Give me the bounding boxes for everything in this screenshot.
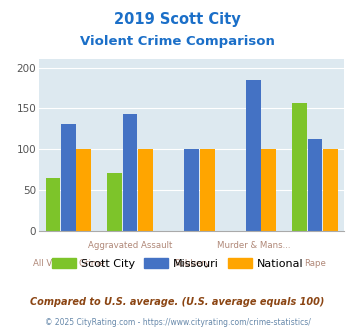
Text: Violent Crime Comparison: Violent Crime Comparison bbox=[80, 35, 275, 48]
Bar bbox=[122, 114, 137, 231]
Text: Rape: Rape bbox=[304, 259, 326, 268]
Bar bbox=[308, 140, 322, 231]
Bar bbox=[246, 80, 261, 231]
Bar bbox=[76, 149, 91, 231]
Text: All Violent Crime: All Violent Crime bbox=[33, 259, 104, 268]
Bar bbox=[45, 178, 60, 231]
Text: © 2025 CityRating.com - https://www.cityrating.com/crime-statistics/: © 2025 CityRating.com - https://www.city… bbox=[45, 318, 310, 327]
Bar bbox=[292, 103, 307, 231]
Text: Compared to U.S. average. (U.S. average equals 100): Compared to U.S. average. (U.S. average … bbox=[30, 297, 325, 307]
Bar bbox=[323, 149, 338, 231]
Bar bbox=[184, 149, 199, 231]
Text: Murder & Mans...: Murder & Mans... bbox=[217, 241, 290, 250]
Text: 2019 Scott City: 2019 Scott City bbox=[114, 12, 241, 26]
Text: Robbery: Robbery bbox=[174, 259, 210, 268]
Bar bbox=[200, 149, 214, 231]
Bar bbox=[107, 173, 122, 231]
Legend: Scott City, Missouri, National: Scott City, Missouri, National bbox=[48, 254, 307, 273]
Bar bbox=[138, 149, 153, 231]
Text: Aggravated Assault: Aggravated Assault bbox=[88, 241, 172, 250]
Bar bbox=[61, 124, 76, 231]
Bar bbox=[261, 149, 276, 231]
